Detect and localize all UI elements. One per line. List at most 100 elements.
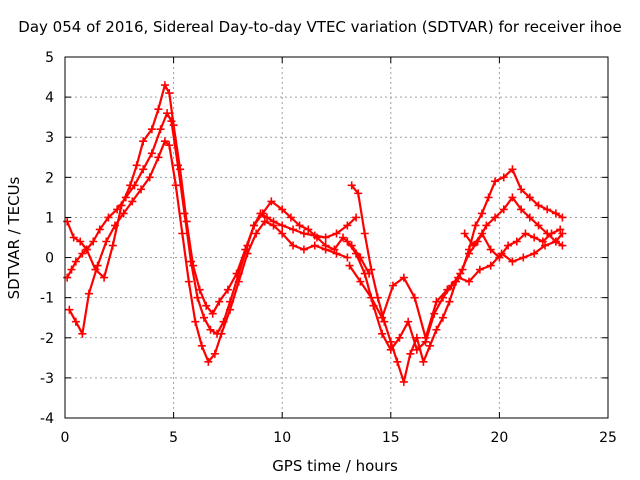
data-point <box>482 221 491 230</box>
data-point <box>478 209 487 218</box>
data-point <box>456 269 465 278</box>
series-line <box>463 228 562 259</box>
data-point <box>160 137 169 146</box>
y-tick-label: 4 <box>45 90 54 106</box>
data-point <box>147 125 156 134</box>
data-point <box>469 241 478 250</box>
data-point <box>360 269 369 278</box>
series-track-2 <box>65 137 352 366</box>
data-point <box>310 241 319 250</box>
data-point <box>534 221 543 230</box>
data-point <box>551 209 560 218</box>
data-point <box>356 277 365 286</box>
data-point <box>558 229 567 238</box>
data-point <box>519 253 528 262</box>
data-point <box>543 205 552 214</box>
data-point <box>367 265 376 274</box>
series-track-7 <box>460 225 565 262</box>
data-point <box>432 297 441 306</box>
data-point <box>186 257 195 266</box>
data-point <box>412 345 421 354</box>
data-point <box>345 261 354 270</box>
data-point <box>404 317 413 326</box>
series-track-4 <box>347 165 567 386</box>
data-point <box>332 249 341 258</box>
data-point <box>165 89 174 98</box>
data-point <box>367 293 376 302</box>
data-point <box>508 193 517 202</box>
data-point <box>67 265 76 274</box>
data-point <box>332 229 341 238</box>
data-point <box>286 213 295 222</box>
data-point <box>471 221 480 230</box>
tick-layer: -4 -3 -2 -1 0 1 2 3 4 5 0 5 10 15 20 25 <box>40 50 617 446</box>
data-point <box>486 261 495 270</box>
data-point <box>547 229 556 238</box>
data-point <box>154 153 163 162</box>
y-tick-label: 1 <box>45 210 54 226</box>
data-point <box>84 289 93 298</box>
data-point <box>538 237 547 246</box>
data-point <box>169 121 178 130</box>
data-point <box>499 173 508 182</box>
data-point <box>132 161 141 170</box>
data-point <box>395 333 404 342</box>
data-point <box>278 205 287 214</box>
x-tick-label: 0 <box>61 430 70 446</box>
data-point <box>182 217 191 226</box>
data-point <box>210 349 219 358</box>
data-point <box>525 193 534 202</box>
x-tick-label: 20 <box>490 430 508 446</box>
x-tick-label: 15 <box>382 430 400 446</box>
data-point <box>262 213 271 222</box>
series-track-3 <box>63 81 374 318</box>
data-point <box>89 237 98 246</box>
data-point <box>380 317 389 326</box>
data-point <box>454 273 463 282</box>
data-point <box>278 229 287 238</box>
data-point <box>517 205 526 214</box>
data-point <box>304 225 313 234</box>
data-point <box>438 313 447 322</box>
data-point <box>484 193 493 202</box>
data-point <box>139 165 148 174</box>
y-tick-label: 2 <box>45 170 54 186</box>
y-tick-label: 0 <box>45 251 54 267</box>
data-point <box>556 225 565 234</box>
grid-layer <box>65 57 608 418</box>
data-point <box>226 305 235 314</box>
data-point <box>399 273 408 282</box>
data-point <box>460 229 469 238</box>
chart-title: Day 054 of 2016, Sidereal Day-to-day VTE… <box>18 18 621 36</box>
y-tick-label: -3 <box>40 371 54 387</box>
data-point <box>504 241 513 250</box>
data-point <box>289 241 298 250</box>
series-line <box>350 168 564 383</box>
data-point <box>215 297 224 306</box>
data-point <box>204 357 213 366</box>
data-point <box>464 277 473 286</box>
data-point <box>530 249 539 258</box>
y-axis-label: SDTVAR / TECUs <box>5 176 23 299</box>
data-point <box>299 245 308 254</box>
data-point <box>176 165 185 174</box>
data-point <box>119 209 128 218</box>
data-point <box>491 177 500 186</box>
data-point <box>63 273 72 282</box>
series-track-5 <box>343 193 567 354</box>
data-point <box>486 245 495 254</box>
data-point <box>352 213 361 222</box>
data-point <box>406 349 415 358</box>
data-point <box>475 265 484 274</box>
data-point <box>299 229 308 238</box>
data-point <box>154 105 163 114</box>
series-track-6 <box>345 237 567 342</box>
data-point <box>517 185 526 194</box>
data-point <box>425 341 434 350</box>
series-track-1 <box>63 109 361 338</box>
data-point <box>202 301 211 310</box>
y-tick-label: -1 <box>40 291 54 307</box>
data-point <box>200 313 209 322</box>
data-point <box>321 233 330 242</box>
data-point <box>352 249 361 258</box>
